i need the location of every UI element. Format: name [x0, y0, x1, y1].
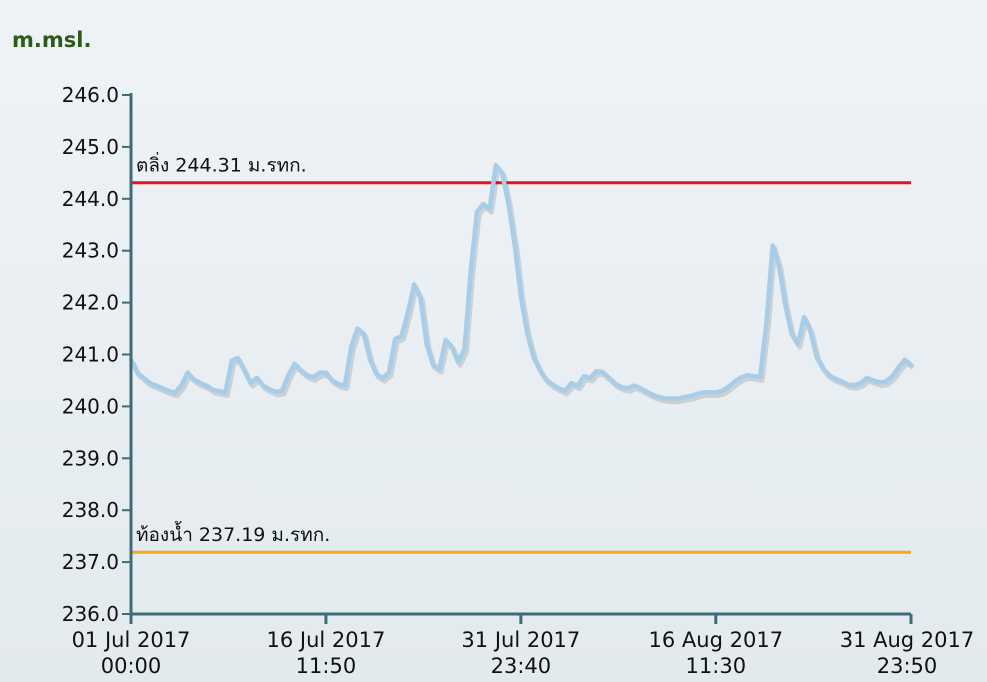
x-tick-label: 01 Jul 2017 00:00 [71, 628, 191, 678]
y-tick-label: 241.0 [62, 343, 119, 367]
y-axis-label: m.msl. [12, 28, 92, 52]
y-tick-label: 240.0 [62, 394, 119, 418]
y-tick-label: 243.0 [62, 239, 119, 263]
y-tick-label: 246.0 [62, 83, 119, 107]
reference-label: ท้องน้ำ 237.19 ม.รทก. [136, 521, 330, 546]
y-tick-label: 237.0 [62, 550, 119, 574]
x-tick-label: 16 Jul 2017 11:50 [266, 628, 386, 678]
y-tick-label: 242.0 [62, 291, 119, 315]
x-tick-label: 31 Aug 2017 23:50 [839, 628, 975, 678]
x-tick-label: 31 Jul 2017 23:40 [461, 628, 581, 678]
y-tick-label: 239.0 [62, 446, 119, 470]
x-tick-label: 16 Aug 2017 11:30 [648, 628, 784, 678]
y-tick-label: 244.0 [62, 187, 119, 211]
y-tick-label: 236.0 [62, 602, 119, 626]
line-shadow [130, 165, 915, 405]
y-tick-label: 245.0 [62, 135, 119, 159]
y-tick-label: 238.0 [62, 498, 119, 522]
line [128, 162, 914, 401]
reference-label: ตลิ่ง 244.31 ม.รทก. [136, 152, 307, 177]
